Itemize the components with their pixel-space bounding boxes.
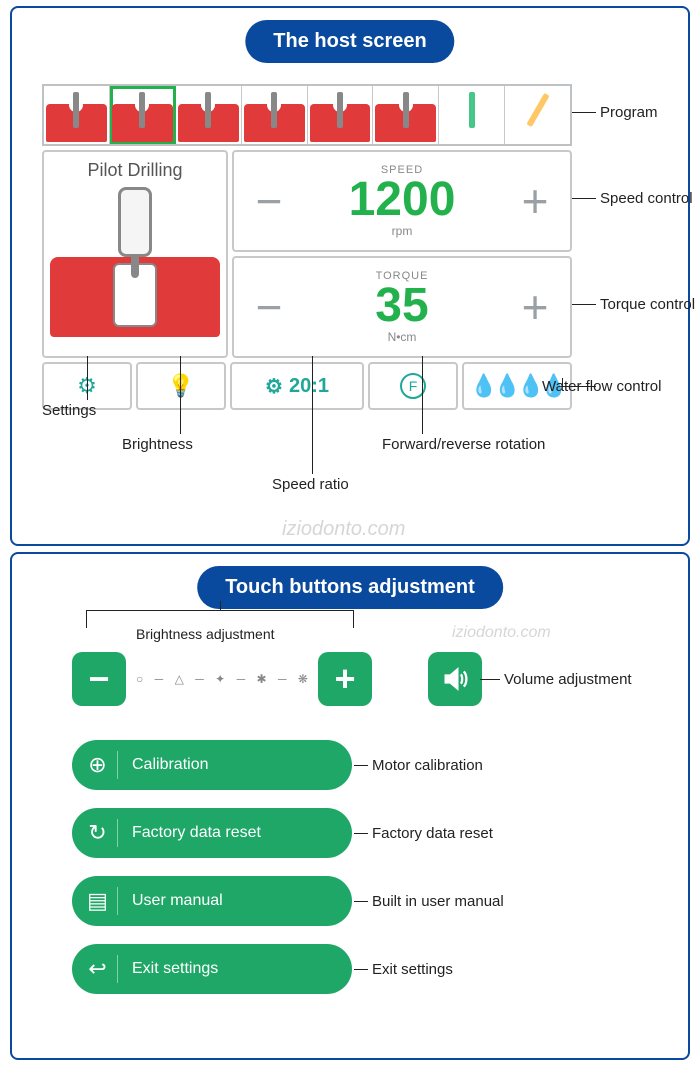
device-screen: Pilot Drilling − SPEED 1200 rpm + xyxy=(42,84,572,410)
torque-control: − TORQUE 35 N•cm + xyxy=(232,256,572,358)
speed-plus[interactable]: + xyxy=(500,174,570,228)
menu-icon: ↻ xyxy=(90,819,118,847)
panel-title: The host screen xyxy=(245,20,454,63)
menu-row: ↩ Exit settings Exit settings xyxy=(72,944,648,994)
ratio-button[interactable]: ⚙ 20:1 xyxy=(230,362,364,410)
speed-minus[interactable]: − xyxy=(234,174,304,228)
menu-icon: ⊕ xyxy=(90,751,118,779)
host-screen-panel: The host screen Pilot Drilling xyxy=(10,6,690,546)
menu-list: ⊕ Calibration Motor calibration ↻ Factory da… xyxy=(72,740,648,994)
callout-ratio: Speed ratio xyxy=(272,476,349,493)
menu-description: Motor calibration xyxy=(372,757,483,774)
speaker-icon xyxy=(441,665,469,693)
program-cell[interactable] xyxy=(505,86,570,144)
brightness-button[interactable]: 💡 xyxy=(136,362,226,410)
menu-icon: ▤ xyxy=(90,887,118,915)
brightness-scale: ○─△─✦─✱─❋ xyxy=(132,652,312,706)
callout-brightness: Brightness xyxy=(122,436,193,453)
program-cell[interactable] xyxy=(242,86,308,144)
watermark: iziodonto.com xyxy=(282,518,405,541)
drill-illustration xyxy=(50,187,220,337)
menu-icon: ↩ xyxy=(90,955,118,983)
menu-button[interactable]: ▤ User manual xyxy=(72,876,352,926)
direction-button[interactable]: F xyxy=(368,362,458,410)
brightness-plus-button[interactable]: + xyxy=(318,652,372,706)
menu-button-label: User manual xyxy=(132,892,223,910)
callout-dir: Forward/reverse rotation xyxy=(382,436,545,453)
program-cell[interactable] xyxy=(44,86,110,144)
program-cell[interactable] xyxy=(110,86,176,144)
menu-button-label: Factory data reset xyxy=(132,824,261,842)
program-cell[interactable] xyxy=(176,86,242,144)
menu-row: ↻ Factory data reset Factory data reset xyxy=(72,808,648,858)
menu-description: Factory data reset xyxy=(372,825,493,842)
program-cell[interactable] xyxy=(373,86,439,144)
touch-buttons-panel: Touch buttons adjustment Brightness adju… xyxy=(10,552,690,1060)
menu-button-label: Exit settings xyxy=(132,960,218,978)
menu-button-label: Calibration xyxy=(132,756,208,774)
program-name: Pilot Drilling xyxy=(50,160,220,181)
program-cell[interactable] xyxy=(308,86,374,144)
speed-value: 1200 xyxy=(304,176,500,224)
torque-value: 35 xyxy=(304,282,500,330)
panel-title: Touch buttons adjustment xyxy=(197,566,503,609)
callout-settings: Settings xyxy=(42,402,96,419)
menu-row: ⊕ Calibration Motor calibration xyxy=(72,740,648,790)
brightness-adjustment-label: Brightness adjustment xyxy=(136,626,275,642)
callout-program: Program xyxy=(600,104,658,121)
callout-speed: Speed control xyxy=(600,190,693,207)
menu-description: Built in user manual xyxy=(372,893,504,910)
torque-unit: N•cm xyxy=(304,330,500,344)
menu-row: ▤ User manual Built in user manual xyxy=(72,876,648,926)
speed-unit: rpm xyxy=(304,224,500,238)
menu-button[interactable]: ↩ Exit settings xyxy=(72,944,352,994)
menu-button[interactable]: ⊕ Calibration xyxy=(72,740,352,790)
program-row xyxy=(42,84,572,146)
torque-minus[interactable]: − xyxy=(234,280,304,334)
menu-button[interactable]: ↻ Factory data reset xyxy=(72,808,352,858)
bulb-icon: 💡 xyxy=(167,373,194,399)
brightness-minus-button[interactable]: − xyxy=(72,652,126,706)
callout-torque: Torque control xyxy=(600,296,695,313)
torque-plus[interactable]: + xyxy=(500,280,570,334)
speed-control: − SPEED 1200 rpm + xyxy=(232,150,572,252)
volume-adjustment-label: Volume adjustment xyxy=(504,671,632,688)
callout-water: Water flow control xyxy=(542,378,661,395)
program-cell[interactable] xyxy=(439,86,505,144)
menu-description: Exit settings xyxy=(372,961,453,978)
watermark: iziodonto.com xyxy=(452,624,551,642)
gears-icon: ⚙ xyxy=(265,374,283,399)
ratio-value: 20:1 xyxy=(289,375,329,398)
program-preview: Pilot Drilling xyxy=(42,150,228,358)
volume-button[interactable] xyxy=(428,652,482,706)
